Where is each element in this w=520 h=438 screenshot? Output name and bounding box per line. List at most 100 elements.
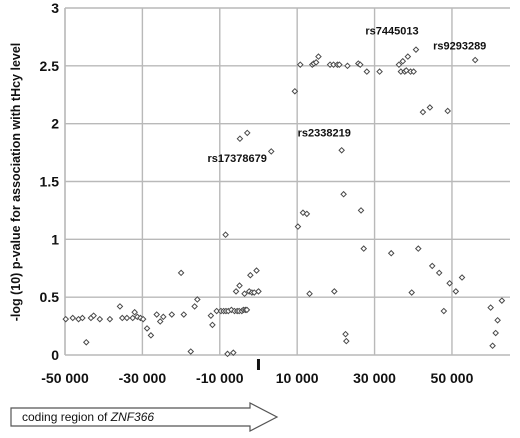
data-point bbox=[458, 274, 466, 281]
data-point bbox=[489, 342, 496, 350]
data-point bbox=[294, 223, 302, 230]
y-axis-label: -log (10) p-value for association with t… bbox=[9, 43, 23, 322]
y-tick-label: 2 bbox=[51, 116, 59, 132]
data-point bbox=[399, 57, 407, 65]
coding-region-arrow bbox=[10, 402, 279, 432]
data-point bbox=[410, 68, 417, 75]
data-point bbox=[452, 288, 460, 295]
data-point bbox=[236, 135, 244, 143]
data-points bbox=[62, 46, 506, 358]
y-tick-label: 1.5 bbox=[40, 174, 60, 190]
data-point bbox=[376, 68, 383, 75]
tick-labels: 0 0.5 1 1.5 2 2.5 3 -50 000 -30 000 -10 000 10 000… bbox=[40, 0, 474, 386]
snp-annotation: rs7445013 bbox=[365, 26, 418, 38]
data-point bbox=[191, 303, 198, 310]
data-point bbox=[498, 297, 506, 304]
data-point bbox=[414, 245, 422, 252]
data-point bbox=[79, 314, 86, 322]
coding-region-prefix: coding region of bbox=[22, 410, 111, 424]
data-point bbox=[344, 62, 351, 70]
data-point bbox=[147, 332, 155, 339]
data-point bbox=[194, 296, 201, 303]
data-point bbox=[118, 314, 126, 322]
data-point bbox=[243, 306, 251, 314]
gridlines bbox=[64, 7, 510, 356]
data-point bbox=[336, 61, 343, 68]
data-point bbox=[96, 315, 104, 323]
data-point bbox=[412, 46, 420, 53]
y-tick-label: 0 bbox=[51, 347, 59, 363]
data-point bbox=[255, 288, 262, 295]
x-tick-label: 10 000 bbox=[276, 370, 319, 386]
data-point bbox=[224, 350, 231, 358]
data-point bbox=[315, 53, 322, 60]
y-tick-label: 1 bbox=[51, 231, 59, 247]
x-tick-label: -10 000 bbox=[196, 370, 244, 386]
data-point bbox=[82, 338, 90, 346]
x-tick-label: -50 000 bbox=[41, 370, 89, 386]
data-point bbox=[306, 290, 313, 298]
data-point bbox=[435, 269, 443, 277]
y-tick-label: 3 bbox=[51, 0, 59, 16]
data-point bbox=[419, 108, 427, 116]
data-point bbox=[342, 330, 349, 338]
data-point bbox=[131, 308, 138, 316]
data-point bbox=[247, 271, 254, 279]
data-point bbox=[492, 329, 499, 337]
data-point bbox=[168, 311, 176, 318]
data-point bbox=[343, 337, 350, 345]
data-point bbox=[90, 312, 97, 319]
gene-name: ZNF366 bbox=[110, 410, 155, 424]
data-point bbox=[487, 304, 494, 311]
data-point bbox=[123, 314, 131, 322]
data-point bbox=[106, 315, 114, 323]
data-point bbox=[312, 59, 320, 66]
data-point bbox=[338, 146, 345, 154]
data-point bbox=[395, 61, 403, 68]
data-point bbox=[143, 325, 151, 332]
data-point bbox=[363, 68, 371, 75]
data-point bbox=[360, 245, 368, 252]
x-tick-label: 50 000 bbox=[431, 370, 474, 386]
data-point bbox=[267, 148, 275, 155]
data-point bbox=[440, 307, 448, 315]
data-point bbox=[494, 316, 501, 324]
x-tick-label: 30 000 bbox=[353, 370, 396, 386]
data-point bbox=[444, 107, 452, 115]
data-point bbox=[331, 288, 338, 295]
data-point bbox=[222, 231, 229, 239]
data-point bbox=[209, 321, 216, 329]
x-tick-label: -30 000 bbox=[119, 370, 167, 386]
data-point bbox=[230, 349, 237, 356]
data-point bbox=[134, 313, 141, 321]
data-point bbox=[428, 262, 436, 270]
data-point bbox=[139, 315, 147, 323]
data-point bbox=[357, 207, 365, 214]
data-point bbox=[296, 61, 304, 68]
data-point bbox=[129, 314, 137, 322]
data-point bbox=[156, 318, 164, 325]
data-point bbox=[207, 312, 215, 319]
data-point bbox=[291, 87, 299, 95]
data-point bbox=[404, 53, 412, 60]
data-point bbox=[241, 290, 248, 298]
snp-annotation: rs9293289 bbox=[433, 41, 486, 53]
data-point bbox=[303, 210, 311, 218]
data-point bbox=[177, 269, 185, 277]
data-point bbox=[187, 348, 195, 355]
data-point bbox=[236, 282, 243, 289]
data-point bbox=[159, 313, 167, 321]
data-point bbox=[69, 314, 77, 322]
data-point bbox=[356, 61, 364, 68]
data-point bbox=[471, 56, 479, 64]
y-tick-label: 2.5 bbox=[40, 58, 60, 74]
data-point bbox=[62, 315, 70, 323]
annotations: rs17378679 rs2338219 rs7445013 rs9293289 bbox=[208, 26, 487, 165]
snp-annotation: rs17378679 bbox=[208, 153, 267, 165]
data-point bbox=[387, 249, 395, 257]
coding-region-label: coding region of ZNF366 bbox=[22, 410, 154, 424]
data-point bbox=[243, 129, 251, 137]
snp-annotation: rs2338219 bbox=[298, 127, 351, 139]
data-point bbox=[153, 311, 161, 318]
